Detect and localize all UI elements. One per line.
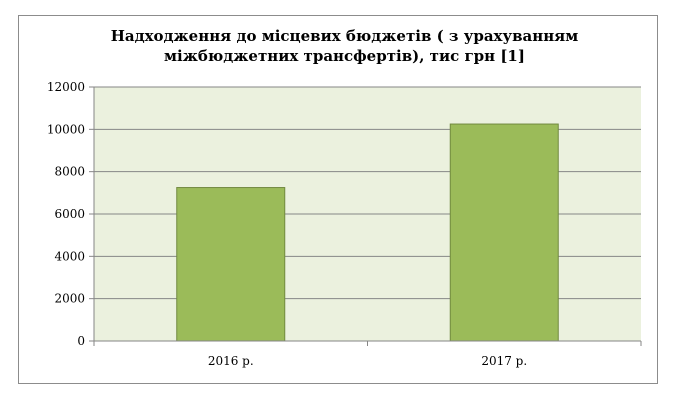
y-tick-label: 2000 <box>54 292 85 306</box>
y-tick-label: 0 <box>77 334 85 348</box>
bar <box>176 187 286 342</box>
y-tick-label: 8000 <box>54 165 85 179</box>
bar <box>449 123 559 342</box>
y-tick-label: 10000 <box>47 122 85 136</box>
y-axis-ticks: 0 2000 4000 6000 8000 10000 12000 <box>47 80 94 348</box>
chart-title-line-1: Надходження до місцевих бюджетів ( з ура… <box>110 27 579 45</box>
x-axis-ticks: 2016 р. 2017 р. <box>93 341 642 368</box>
y-tick-label: 6000 <box>54 207 85 221</box>
chart-title: Надходження до місцевих бюджетів ( з ура… <box>0 26 689 66</box>
chart-title-line-2: міжбюджетних трансфертів), тис грн [1] <box>164 47 525 65</box>
bars <box>176 123 559 342</box>
y-tick-label: 12000 <box>47 80 85 94</box>
y-tick-label: 4000 <box>54 249 85 263</box>
x-tick-label: 2016 р. <box>208 354 254 368</box>
x-tick-label: 2017 р. <box>481 354 527 368</box>
